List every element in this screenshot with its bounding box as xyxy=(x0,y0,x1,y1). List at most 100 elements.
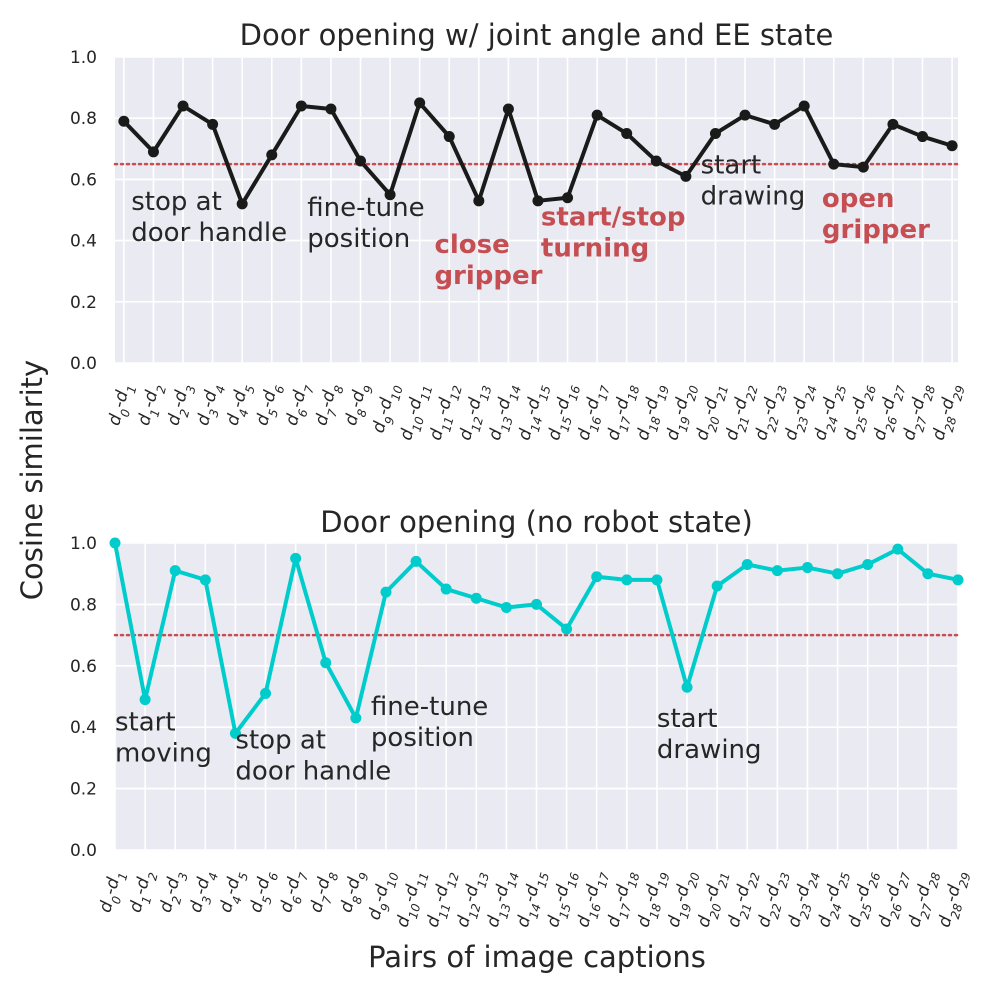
x-tick-label: d27-d28 xyxy=(904,868,943,931)
x-tick-label: d9-d10 xyxy=(368,381,405,437)
x-tick-label: d7-d8 xyxy=(311,381,346,429)
x-tick-label: d20-d21 xyxy=(694,868,733,931)
data-point xyxy=(561,623,573,635)
data-point xyxy=(952,574,964,586)
data-point xyxy=(470,592,482,604)
x-tick-label: d16-d17 xyxy=(574,381,613,444)
data-point xyxy=(236,198,248,210)
data-point xyxy=(295,100,307,112)
data-point xyxy=(410,555,422,567)
y-tick-label: 0.0 xyxy=(70,354,97,374)
data-point xyxy=(769,118,781,130)
data-point xyxy=(531,598,542,610)
x-tick-label: d0-d1 xyxy=(95,868,130,916)
x-tick-label: d11-d12 xyxy=(423,868,462,931)
chart-title: Door opening (no robot state) xyxy=(320,505,753,539)
x-tick-label: d11-d12 xyxy=(426,381,465,444)
data-point xyxy=(946,140,958,152)
data-point xyxy=(443,131,455,143)
y-tick-label: 0.4 xyxy=(70,718,97,738)
annotation-highlight: open gripper xyxy=(822,184,930,245)
data-point xyxy=(651,574,663,586)
x-tick-label: d2-d3 xyxy=(156,868,191,916)
x-tick-label: d24-d25 xyxy=(814,868,853,931)
data-point xyxy=(532,195,544,207)
y-tick-label: 0.2 xyxy=(70,780,97,800)
data-point xyxy=(739,109,751,121)
x-tick-label: d0-d1 xyxy=(104,381,139,429)
x-tick-label: d13-d14 xyxy=(483,868,522,931)
x-tick-label: d23-d24 xyxy=(781,381,820,444)
data-point xyxy=(266,149,278,161)
x-tick-label: d18-d19 xyxy=(633,381,672,444)
y-tick-label: 1.0 xyxy=(70,48,97,68)
x-tick-label: d8-d9 xyxy=(341,381,376,429)
annotation: stop at door handle xyxy=(131,187,287,248)
x-tick-label: d19-d20 xyxy=(663,868,702,931)
data-point xyxy=(650,155,662,167)
x-tick-label: d16-d17 xyxy=(573,868,612,931)
annotation-highlight: start/stop turning xyxy=(541,202,686,263)
data-point xyxy=(801,562,813,574)
x-tick-label: d28-d29 xyxy=(929,381,968,444)
data-point xyxy=(355,155,367,167)
data-point xyxy=(832,568,844,580)
x-tick-label: d26-d27 xyxy=(874,868,913,931)
y-tick-label: 0.6 xyxy=(70,657,97,677)
data-point xyxy=(562,192,574,204)
x-tick-label: d25-d26 xyxy=(840,381,879,444)
x-tick-label: d9-d10 xyxy=(364,868,401,924)
data-point xyxy=(199,574,211,586)
x-tick-label: d27-d28 xyxy=(899,381,938,444)
x-tick-label: d18-d19 xyxy=(633,868,672,931)
y-axis-label: Cosine similarity xyxy=(15,360,49,600)
x-tick-label: d1-d2 xyxy=(134,381,169,429)
annotation: fine-tune position xyxy=(307,193,424,254)
x-tick-label: d5-d6 xyxy=(246,868,281,916)
x-tick-label: d22-d23 xyxy=(751,381,790,444)
chart-joint-angle-ee-state: Door opening w/ joint angle and EE state… xyxy=(70,18,968,444)
data-point xyxy=(892,543,904,555)
annotation-highlight: close gripper xyxy=(434,230,542,291)
x-tick-label: d28-d29 xyxy=(934,868,973,931)
data-point xyxy=(147,146,159,158)
data-point xyxy=(862,558,874,570)
data-point xyxy=(473,195,485,207)
data-point xyxy=(709,128,721,139)
data-point xyxy=(502,103,514,115)
y-tick-label: 0.8 xyxy=(70,109,97,129)
x-tick-label: d20-d21 xyxy=(692,381,731,444)
x-tick-label: d14-d15 xyxy=(513,868,552,931)
data-point xyxy=(922,568,934,580)
data-point xyxy=(917,131,929,143)
data-point xyxy=(798,100,810,112)
chart-no-robot-state: Door opening (no robot state) 0.0 0.2 0.4 0.… xyxy=(70,505,974,931)
x-tick-label: d21-d22 xyxy=(724,868,763,931)
data-point xyxy=(260,687,272,699)
x-tick-label: d3-d4 xyxy=(193,381,228,429)
x-tick-label: d2-d3 xyxy=(163,381,198,429)
x-tick-label: d10-d11 xyxy=(396,381,435,444)
x-tick-label: d24-d25 xyxy=(810,381,849,444)
data-point xyxy=(414,97,426,109)
data-point xyxy=(207,118,219,130)
data-point xyxy=(591,571,603,583)
data-point xyxy=(828,158,840,170)
x-tick-label: d6-d7 xyxy=(276,868,311,916)
x-tick-label: d19-d20 xyxy=(662,381,701,444)
plot-area xyxy=(115,57,958,363)
x-tick-label: d10-d11 xyxy=(392,868,431,931)
x-tick-label: d12-d13 xyxy=(455,381,494,444)
y-tick-label: 0.2 xyxy=(70,293,97,313)
chart-title: Door opening w/ joint angle and EE state xyxy=(240,18,834,52)
x-tick-label: d4-d5 xyxy=(223,381,258,429)
y-tick-label: 0.0 xyxy=(70,841,97,861)
data-point xyxy=(380,586,392,598)
data-point xyxy=(857,161,869,173)
x-tick-label: d8-d9 xyxy=(336,868,371,916)
x-tick-label: d25-d26 xyxy=(844,868,883,931)
annotation: fine-tune position xyxy=(371,692,488,753)
annotation: start drawing xyxy=(657,704,762,765)
data-point xyxy=(118,115,130,127)
data-point xyxy=(177,100,189,112)
